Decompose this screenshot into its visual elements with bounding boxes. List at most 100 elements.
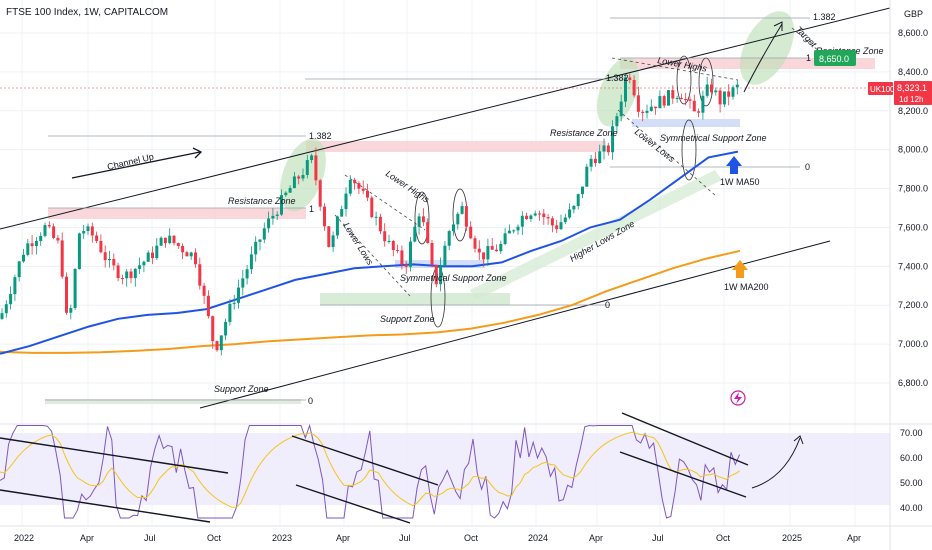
target-arrow <box>743 23 783 93</box>
candle-body <box>39 235 43 241</box>
price-tick-label: 7,400.0 <box>898 261 928 271</box>
candle-body <box>323 206 326 227</box>
time-axis[interactable]: 2022 Apr Jul Oct 2023 Apr Jul Oct 2024 Apr Jul Oct 2… <box>0 525 932 543</box>
candle-body <box>34 240 38 247</box>
annotation-support-zone-1: Support Zone <box>214 384 269 394</box>
time-tick-label: Jul <box>399 533 411 543</box>
candle-body <box>168 235 172 244</box>
candle-body <box>482 252 486 260</box>
candle-body <box>688 99 692 101</box>
time-tick-label: 2025 <box>782 533 802 543</box>
time-tick-label: Apr <box>336 533 350 543</box>
candle-body <box>185 252 189 257</box>
candle-body <box>662 96 666 106</box>
green-circle-target <box>739 11 795 85</box>
candle-body <box>374 216 378 218</box>
rsi-up-arrow <box>751 437 801 489</box>
rsi-tick-label: 70.00 <box>900 428 923 438</box>
candle-body <box>456 213 460 225</box>
candle-body <box>237 287 240 303</box>
candle-body <box>679 97 683 100</box>
ma200-line <box>0 249 741 354</box>
candle-body <box>224 321 228 336</box>
candle-body <box>667 90 670 106</box>
candle-body <box>391 240 395 251</box>
candle-body <box>546 217 550 219</box>
fib-label-0-b: 0 <box>605 300 610 310</box>
annotation-resistance-zone-2: Resistance Zone <box>550 128 618 138</box>
candle-body <box>211 316 215 342</box>
candle-body <box>249 254 253 270</box>
rsi-tick-label: 60.00 <box>900 453 923 463</box>
candle-body <box>73 269 77 309</box>
candle-body <box>206 295 210 317</box>
time-tick-label: Apr <box>589 533 603 543</box>
candle-body <box>417 216 421 227</box>
candle-body <box>632 79 636 96</box>
candle-body <box>516 226 520 231</box>
lightning-icon[interactable] <box>730 390 746 406</box>
candle-body <box>95 235 99 241</box>
time-tick-label: Apr <box>847 533 861 543</box>
candle-body <box>413 226 417 242</box>
time-tick-label: 2024 <box>528 533 548 543</box>
rsi-channel-3-bottom <box>619 451 747 498</box>
candle-body <box>219 335 223 351</box>
candle-body <box>490 246 494 250</box>
candle-body <box>499 243 503 252</box>
fib-label-1382-a: 1.382 <box>309 131 332 141</box>
candle-body <box>275 214 279 216</box>
annotation-support-zone-2: Support Zone <box>380 314 435 324</box>
ma200-arrow <box>732 260 748 278</box>
price-tick-label: 8,600.0 <box>898 28 928 38</box>
candle-body <box>581 186 584 195</box>
candle-body <box>159 237 163 246</box>
price-ticks: 8,600.0 8,400.0 8,200.0 8,000.0 7,800.0 7,600… <box>898 28 928 388</box>
resistance-zone-2 <box>306 141 606 152</box>
annotation-resistance-zone-1: Resistance Zone <box>228 196 296 206</box>
candle-body <box>120 278 124 280</box>
support-zone-2022 <box>45 399 301 404</box>
fib-label-1-c: 1 <box>806 53 811 63</box>
candle-body <box>512 230 516 232</box>
candle-body <box>318 180 322 207</box>
candle-body <box>718 90 722 105</box>
candle-body <box>572 205 576 210</box>
fib-label-1-a: 1 <box>309 204 314 214</box>
candle-body <box>400 250 404 265</box>
time-tick-label: 2023 <box>272 533 292 543</box>
candle-body <box>495 249 498 252</box>
lower-lows-line-2 <box>617 109 717 197</box>
price-tick-label: 7,000.0 <box>898 339 928 349</box>
candle-body <box>615 116 619 127</box>
candle-body <box>602 145 606 152</box>
candle-body <box>606 145 610 153</box>
candle-body <box>430 242 434 265</box>
candle-body <box>722 91 726 105</box>
candle-body <box>439 266 443 285</box>
candle-body <box>361 188 365 191</box>
candle-body <box>710 84 713 93</box>
candle-body <box>112 258 116 266</box>
candle-body <box>701 95 705 113</box>
candle-body <box>254 241 258 255</box>
target-arrowhead <box>773 21 783 31</box>
circle-symmetrical-low-2 <box>681 119 697 181</box>
candle-body <box>314 155 318 181</box>
candle-body <box>731 87 735 97</box>
target-price-badge: 8,650.0 <box>814 50 856 66</box>
channel-up-arrow <box>71 151 201 179</box>
candle-body <box>529 215 533 220</box>
candle-body <box>404 264 408 267</box>
candle-body <box>284 192 288 196</box>
candle-body <box>714 90 718 93</box>
channel-upper-line <box>0 7 891 230</box>
candle-body <box>353 179 357 184</box>
candles <box>0 73 739 356</box>
target-price-label: 8,650.0 <box>819 54 849 64</box>
candle-body <box>262 228 266 240</box>
candle-body <box>292 176 296 189</box>
candle-body <box>163 237 167 244</box>
rsi-channel-1-bottom <box>0 489 211 523</box>
